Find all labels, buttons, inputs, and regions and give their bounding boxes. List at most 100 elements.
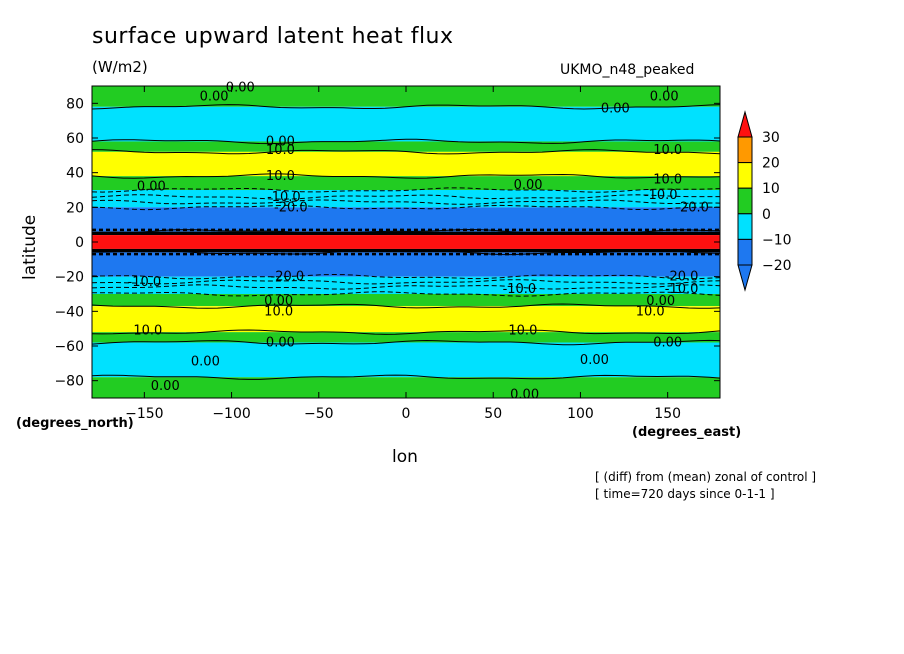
contour-label: 10.0 [508, 323, 537, 338]
x-tick-label: 0 [402, 406, 411, 422]
x-tick-label: −50 [304, 406, 334, 422]
x-axis-unit: (degrees_east) [632, 425, 742, 440]
contour-label: 10.0 [133, 323, 162, 338]
band-15 [92, 342, 720, 378]
y-tick-label: −80 [54, 374, 84, 390]
contour-label: -10.0 [644, 188, 678, 203]
colorbar-tick-label: −10 [762, 232, 792, 248]
contour-label: 0.00 [151, 379, 180, 394]
contour-label: 0.00 [266, 336, 295, 351]
contour-label: 0.00 [653, 336, 682, 351]
contour-line-5 [91, 194, 720, 200]
contour-line-15 [91, 329, 721, 335]
y-tick-label: 40 [66, 166, 84, 182]
chart-units: (W/m2) [92, 58, 148, 76]
band-2 [92, 141, 720, 152]
colorbar: 30 20 10 0 −10 −20 [737, 110, 792, 292]
contour-label: -10.0 [503, 282, 537, 297]
band-12 [92, 294, 720, 307]
contour-line-3 [91, 173, 721, 179]
colorbar-segment [737, 136, 753, 164]
y-tick-label: −60 [54, 339, 84, 355]
y-tick-label: −20 [54, 270, 84, 286]
band-13 [92, 306, 720, 333]
y-tick-label: 80 [66, 96, 84, 112]
contour-line-10 [91, 273, 721, 280]
colorbar-tick-label: −20 [762, 258, 792, 274]
y-tick-label: −40 [54, 304, 84, 320]
contour-line-2 [91, 149, 721, 155]
y-tick-label: 60 [66, 131, 84, 147]
x-tick-label: 150 [654, 406, 681, 422]
band-6 [92, 207, 720, 232]
contour-line-14 [91, 303, 721, 309]
contour-label: 0.00 [580, 353, 609, 368]
note-line-1: [ (diff) from (mean) zonal of control ] [595, 470, 817, 484]
contour-line-4 [91, 187, 721, 193]
contour-label: 0.00 [510, 388, 539, 403]
contour-line-6 [91, 199, 721, 205]
contour-label: 0.00 [191, 355, 220, 370]
contour-line-11 [91, 279, 721, 285]
band-8 [92, 235, 720, 249]
contour-line-13 [92, 291, 721, 297]
model-name: UKMO_n48_peaked [560, 62, 695, 78]
x-axis: −150 −100 −50 0 50 100 150 [125, 86, 681, 422]
contour-label: -20.0 [271, 270, 305, 285]
colorbar-segment [737, 238, 753, 266]
contour-label: 0.00 [514, 178, 543, 193]
contour-line-16 [91, 339, 721, 346]
colorbar-tick-label: 10 [762, 181, 780, 197]
band-3 [92, 151, 720, 177]
colorbar-tick-label: 0 [762, 207, 771, 223]
contour-line-0 [91, 104, 721, 110]
colorbar-arrow-bottom [737, 264, 753, 292]
x-tick-label: 50 [484, 406, 502, 422]
contour-label: 10.0 [653, 143, 682, 158]
colorbar-tick-label: 30 [762, 130, 780, 146]
band-16 [92, 377, 720, 398]
band-0 [92, 86, 720, 107]
contour-label: 10.0 [266, 169, 295, 184]
contour-label: 0.00 [200, 89, 229, 104]
colorbar-segment [737, 162, 753, 189]
contour-label: -20.0 [665, 270, 699, 285]
colorbar-segment [737, 187, 753, 215]
contour-label: 0.00 [264, 294, 293, 309]
contour-label: -10.0 [267, 190, 301, 205]
band-14 [92, 332, 720, 343]
x-tick-label: 100 [567, 406, 594, 422]
contour-label: 10.0 [653, 173, 682, 188]
colorbar-segment [737, 213, 753, 240]
band-9 [92, 248, 720, 253]
contour-label: 0.00 [646, 294, 675, 309]
contour-label: 0.00 [601, 102, 630, 117]
contour-label: 10.0 [264, 304, 293, 319]
chart-title: surface upward latent heat flux [92, 24, 454, 49]
y-tick-label: 20 [66, 200, 84, 216]
contour-line-7 [91, 204, 721, 211]
contour-line-17 [91, 374, 721, 380]
band-5 [92, 190, 720, 208]
y-axis: −80 −60 −40 −20 0 20 40 60 80 [54, 96, 720, 390]
field-bands [92, 86, 720, 398]
contour-line-12 [91, 284, 721, 290]
contour-line-8 [91, 228, 721, 235]
contour-label: -20.0 [274, 200, 308, 215]
contour-label: 0.00 [650, 89, 679, 104]
band-1 [92, 106, 720, 142]
contour-lines [91, 104, 721, 380]
y-axis-unit: (degrees_north) [16, 416, 134, 431]
contour-label: -10.0 [128, 275, 162, 290]
note-line-2: [ time=720 days since 0-1-1 ] [595, 487, 775, 501]
colorbar-arrow-top [737, 110, 753, 138]
x-tick-label: −150 [125, 406, 163, 422]
band-7 [92, 231, 720, 236]
contour-line-9 [92, 249, 721, 256]
contour-label: -20.0 [675, 200, 709, 215]
contour-label: -10.0 [665, 282, 699, 297]
y-tick-label: 0 [75, 235, 84, 251]
colorbar-tick-label: 20 [762, 156, 780, 172]
x-axis-label: lon [392, 447, 418, 467]
